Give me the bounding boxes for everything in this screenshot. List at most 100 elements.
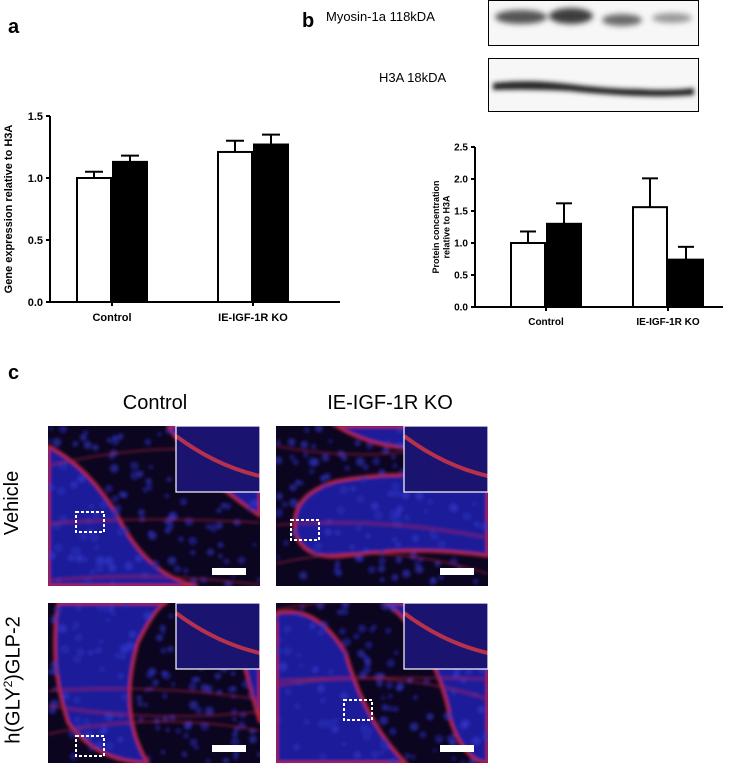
nucleus	[160, 749, 166, 755]
nucleus	[386, 658, 395, 668]
nucleus	[449, 503, 458, 512]
nucleus	[83, 718, 91, 726]
nucleus	[135, 555, 143, 563]
nucleus	[315, 426, 323, 433]
nucleus	[95, 563, 104, 573]
nucleus	[137, 509, 145, 517]
nucleus	[120, 693, 128, 701]
nucleus	[184, 517, 194, 526]
nucleus	[395, 556, 403, 564]
nucleus	[99, 666, 105, 673]
nucleus	[276, 555, 280, 560]
nucleus	[389, 514, 396, 521]
nucleus	[320, 697, 326, 704]
nucleus	[308, 457, 317, 467]
nucleus	[366, 728, 373, 735]
nucleus	[79, 531, 88, 541]
nucleus	[336, 609, 343, 615]
nucleus	[300, 440, 309, 449]
nucleus	[167, 556, 177, 566]
bar	[217, 150, 253, 303]
nucleus	[102, 605, 109, 612]
nucleus	[189, 549, 196, 556]
nucleus	[105, 741, 114, 750]
nucleus	[105, 618, 111, 623]
nucleus	[141, 571, 149, 579]
nucleus	[373, 510, 383, 520]
nucleus	[327, 668, 334, 675]
nucleus	[164, 493, 169, 499]
nucleus	[167, 645, 174, 653]
inset-membrane	[402, 434, 488, 478]
nucleus	[389, 727, 397, 736]
inset-background	[404, 426, 488, 492]
nucleus	[341, 608, 349, 616]
nucleus	[209, 523, 218, 533]
nucleus	[317, 684, 325, 693]
nucleus	[123, 603, 130, 609]
nucleus	[233, 518, 241, 526]
nucleus	[321, 454, 330, 462]
nucleus	[166, 476, 172, 482]
nucleus	[397, 442, 404, 449]
nucleus	[284, 688, 292, 696]
nucleus	[147, 755, 152, 760]
nucleus	[323, 719, 332, 729]
nucleus	[389, 509, 397, 517]
y-tick-label: 0.5	[454, 271, 468, 282]
nucleus	[372, 457, 380, 466]
nucleus	[68, 730, 77, 739]
nucleus	[169, 714, 176, 721]
blot-label-myosin: Myosin-1a 118kDA	[326, 9, 435, 24]
nucleus	[111, 495, 119, 503]
y-tick-label: 1.0	[454, 239, 468, 250]
nucleus	[366, 442, 374, 450]
bar	[510, 242, 546, 308]
nucleus	[363, 548, 369, 554]
nucleus	[376, 680, 383, 687]
nucleus	[414, 564, 424, 574]
nucleus	[138, 716, 144, 723]
nucleus	[354, 440, 361, 447]
nucleus	[205, 524, 211, 529]
nucleus	[344, 465, 350, 472]
nucleus	[419, 731, 427, 739]
nucleus	[223, 558, 230, 565]
nucleus	[217, 542, 224, 548]
nucleus	[216, 522, 223, 529]
nucleus	[324, 528, 332, 536]
row-header-vehicle: Vehicle	[1, 470, 23, 536]
nucleus	[396, 682, 405, 691]
nucleus	[335, 530, 341, 536]
blot-bands-h3a	[493, 81, 694, 97]
scale-bar	[212, 745, 246, 752]
nucleus	[216, 689, 223, 695]
nucleus	[76, 648, 85, 656]
membrane-line	[276, 676, 488, 682]
nucleus	[88, 503, 95, 509]
nucleus	[276, 617, 279, 623]
nucleus	[84, 578, 92, 586]
nucleus	[409, 722, 419, 732]
nucleus	[392, 519, 402, 528]
nucleus	[220, 502, 226, 509]
nucleus	[299, 481, 304, 486]
nucleus	[227, 687, 234, 693]
nucleus	[48, 438, 52, 443]
y-axis-label: Protein concentrationrelative to H3A	[431, 180, 451, 273]
nucleus	[299, 605, 305, 611]
nucleus	[247, 506, 253, 512]
nucleus	[195, 707, 203, 714]
nucleus	[362, 732, 371, 741]
nucleus	[152, 679, 159, 686]
nucleus	[104, 556, 114, 566]
nucleus	[287, 438, 296, 447]
nucleus	[391, 573, 399, 581]
nucleus	[83, 430, 89, 436]
membrane-line	[48, 704, 260, 718]
nucleus	[283, 625, 292, 634]
y-axis-label: Gene expression relative to H3A	[3, 125, 15, 294]
nucleus	[181, 751, 188, 758]
nucleus	[73, 655, 81, 664]
nucleus	[328, 438, 333, 444]
